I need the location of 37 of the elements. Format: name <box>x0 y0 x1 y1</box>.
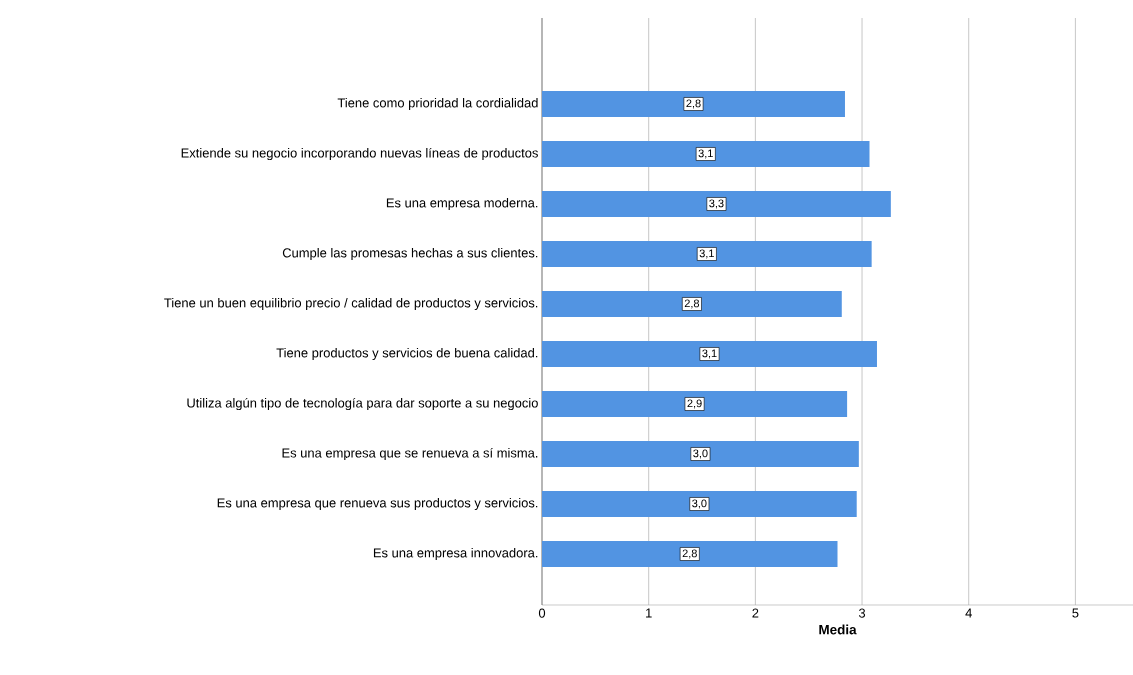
x-tick-label: 4 <box>965 608 972 618</box>
y-tick-label: Es una empresa que renueva sus productos y servicios. <box>217 497 538 511</box>
bar <box>542 240 872 267</box>
y-tick-label: Es una empresa moderna. <box>386 197 538 211</box>
data-label: 2,8 <box>684 299 700 309</box>
bar <box>542 90 845 117</box>
bar <box>542 440 859 467</box>
data-label: 3,0 <box>693 449 708 459</box>
data-label: 2,8 <box>682 549 697 559</box>
data-label: 3,0 <box>692 499 707 509</box>
y-tick-label: Utiliza algún tipo de tecnología para dar soporte a su negocio <box>187 397 538 411</box>
data-label: 3,1 <box>698 149 713 159</box>
bar <box>542 290 842 317</box>
bar <box>542 540 838 567</box>
data-label: 2,9 <box>687 399 702 409</box>
data-label: 2,8 <box>686 99 701 109</box>
bar <box>542 490 857 517</box>
bar <box>542 390 848 417</box>
x-tick-label: 1 <box>646 608 652 618</box>
bar <box>542 140 870 167</box>
bar <box>542 190 891 217</box>
bar <box>542 340 877 367</box>
x-tick-label: 3 <box>858 608 866 618</box>
x-tick-label: 0 <box>538 608 546 618</box>
x-tick-label: 5 <box>1072 608 1079 618</box>
x-tick-label: 2 <box>752 608 759 618</box>
data-label: 3,1 <box>699 249 714 259</box>
y-tick-label: Extiende su negocio incorporando nuevas líneas de productos <box>181 147 538 161</box>
data-label: 3,3 <box>709 199 724 209</box>
y-tick-label: Es una empresa innovadora. <box>373 547 538 561</box>
y-tick-label: Tiene como prioridad la cordialidad <box>337 97 538 111</box>
y-tick-label: Cumple las promesas hechas a sus clientes. <box>282 247 538 261</box>
data-label: 3,1 <box>702 349 717 359</box>
x-axis-title: Media <box>819 624 857 635</box>
y-tick-label: Tiene productos y servicios de buena calidad. <box>276 347 538 361</box>
y-tick-label: Tiene un buen equilibrio precio / calidad de productos y servicios. <box>164 297 538 311</box>
y-tick-label: Es una empresa que se renueva a sí misma. <box>282 447 538 461</box>
